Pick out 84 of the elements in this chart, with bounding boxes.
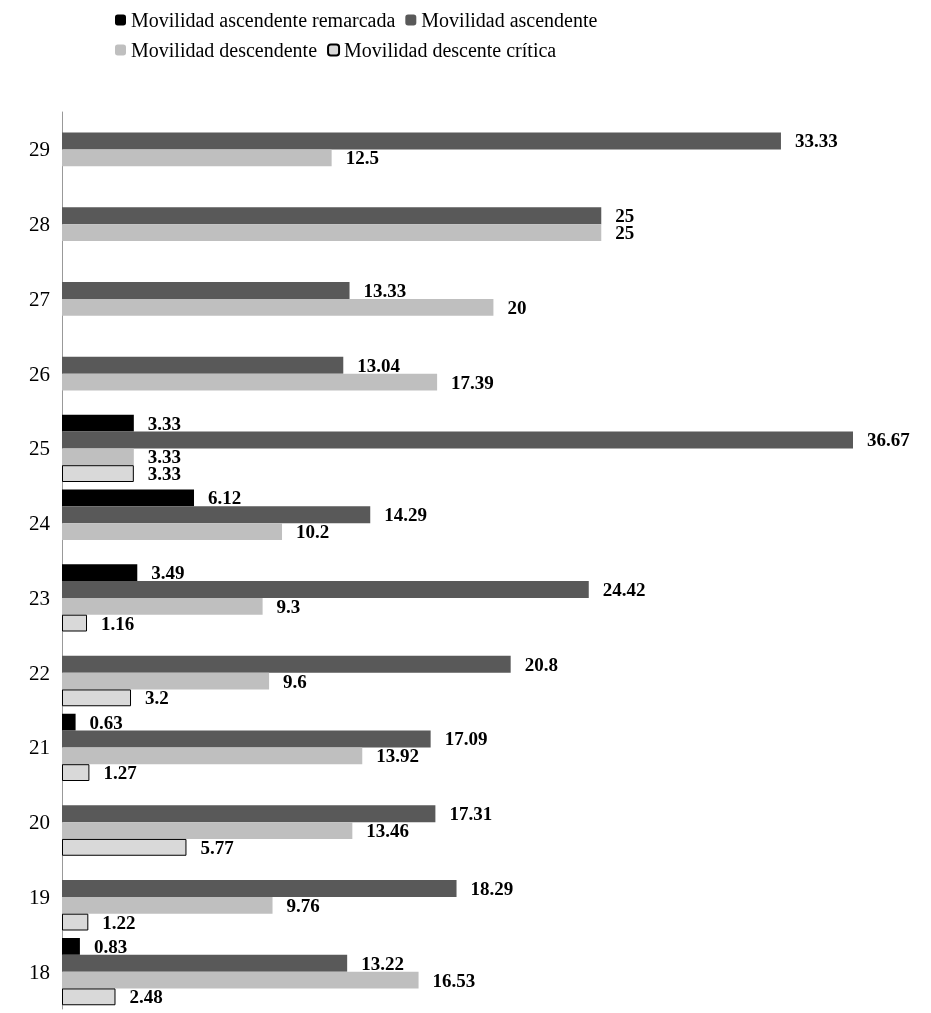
data-label: 5.77 <box>200 836 235 858</box>
y-tick-label: 18 <box>29 959 50 984</box>
bar <box>62 224 602 241</box>
data-label: 17.39 <box>451 371 494 393</box>
data-label: 0.63 <box>89 711 123 733</box>
data-label: 33.33 <box>794 130 838 152</box>
bar <box>62 581 589 598</box>
bar <box>62 988 116 1006</box>
y-tick-label: 19 <box>29 884 50 909</box>
y-tick-label: 22 <box>29 660 50 685</box>
bar <box>62 672 270 690</box>
bar <box>62 373 438 391</box>
bar <box>62 489 195 507</box>
bar <box>62 614 88 632</box>
data-label: 13.92 <box>376 745 420 767</box>
y-tick-label: 29 <box>29 137 50 162</box>
data-label: 36.67 <box>867 429 911 451</box>
bar <box>62 132 781 150</box>
bar <box>62 713 76 731</box>
data-label: 9.6 <box>283 670 307 692</box>
bar <box>62 896 273 914</box>
bar <box>62 913 89 931</box>
data-label: 24.42 <box>602 578 646 600</box>
y-tick-label: 26 <box>29 361 50 386</box>
bar <box>62 937 80 955</box>
y-tick-label: 27 <box>29 286 50 311</box>
data-label: 1.16 <box>101 612 135 634</box>
legend-label: Movilidad descendente <box>131 39 318 61</box>
data-label: 13.04 <box>357 354 401 376</box>
bar <box>62 414 134 432</box>
bar <box>62 448 134 466</box>
bar <box>62 954 348 972</box>
data-label: 3.49 <box>151 562 185 584</box>
legend-label: Movilidad ascendente <box>421 9 598 31</box>
bar <box>62 356 344 374</box>
data-label: 14.29 <box>384 504 427 526</box>
bar <box>62 465 134 483</box>
data-label: 20 <box>507 296 527 318</box>
data-label: 20.8 <box>524 653 558 675</box>
data-label: 12.5 <box>345 147 379 169</box>
y-tick-label: 20 <box>29 810 50 835</box>
bar <box>62 298 494 316</box>
bar <box>62 523 283 540</box>
data-label: 0.83 <box>93 935 128 957</box>
data-label: 1.22 <box>102 911 136 933</box>
bar <box>62 282 350 299</box>
bar <box>62 730 431 748</box>
data-label: 9.3 <box>276 595 301 617</box>
bar <box>62 838 187 856</box>
bar <box>62 764 90 782</box>
bar <box>62 506 371 524</box>
data-label: 1.27 <box>103 762 138 784</box>
data-label: 13.33 <box>363 279 407 301</box>
data-label: 3.33 <box>147 412 182 434</box>
bar <box>62 822 353 839</box>
y-tick-label: 28 <box>29 212 50 237</box>
bar <box>62 689 132 707</box>
legend-label: Movilidad ascendente remarcada <box>131 9 396 31</box>
data-label: 13.22 <box>361 952 404 974</box>
data-label: 13.46 <box>366 820 410 842</box>
data-label: 9.76 <box>286 894 320 916</box>
bar <box>62 597 263 615</box>
y-tick-label: 24 <box>29 511 51 536</box>
bar <box>62 149 332 167</box>
y-tick-label: 25 <box>29 436 50 461</box>
data-label: 2.48 <box>129 986 163 1008</box>
bar <box>62 431 853 449</box>
legend-label: Movilidad descente crítica <box>344 39 557 61</box>
data-label: 10.2 <box>296 521 330 543</box>
data-label: 6.12 <box>208 487 242 509</box>
data-label: 18.29 <box>470 877 514 899</box>
bar <box>62 564 138 582</box>
bar <box>62 655 511 673</box>
data-label: 16.53 <box>432 969 476 991</box>
bar <box>62 805 436 823</box>
data-label: 3.2 <box>145 687 169 709</box>
data-label: 17.09 <box>444 728 488 750</box>
bar <box>62 747 363 765</box>
bar <box>62 880 457 897</box>
bar <box>62 971 419 989</box>
data-label: 17.31 <box>449 803 493 825</box>
y-tick-label: 23 <box>29 585 50 610</box>
y-tick-label: 21 <box>29 735 50 760</box>
bar <box>62 207 602 225</box>
